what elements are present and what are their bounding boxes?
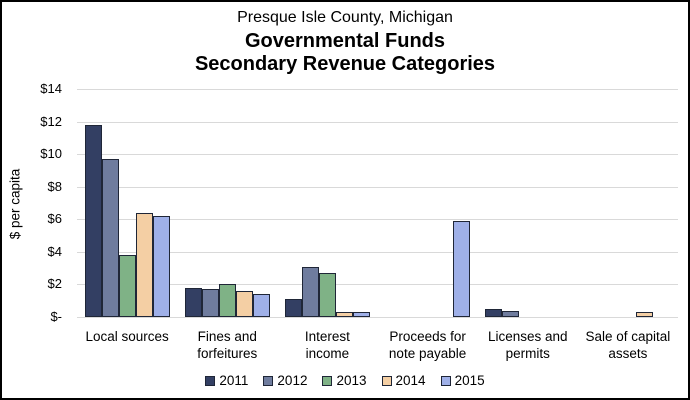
x-label-line: Licenses and (488, 329, 568, 344)
gridline-12 (77, 121, 678, 123)
bar-2015-proceeds-for-note-payable (453, 220, 471, 317)
bar-2011-licenses-and-permits (485, 308, 503, 317)
gridline-8 (77, 186, 678, 188)
legend: 2011 2012 2013 2014 2015 (2, 373, 688, 388)
x-label-licenses-and-permits: Licenses and permits (478, 328, 578, 362)
chart-title-line1: Governmental Funds (244, 30, 446, 53)
gridline-10 (77, 154, 678, 156)
legend-label-2013: 2013 (336, 373, 367, 388)
legend-label-2012: 2012 (277, 373, 308, 388)
x-label-line: income (305, 346, 350, 361)
y-tick-14: $14 (40, 81, 62, 96)
legend-item-2012: 2012 (263, 373, 307, 388)
gridline-6 (77, 219, 678, 221)
chart-subtitle: Presque Isle County, Michigan (237, 9, 453, 26)
bar-2013-fines-and-forfeitures (218, 284, 236, 317)
bar-2012-local-sources (101, 159, 119, 317)
x-label-line: Interest (304, 329, 350, 344)
legend-item-2011: 2011 (205, 373, 248, 388)
bar-2014-sale-of-capital-assets (636, 312, 654, 317)
x-label-fines-and-forfeitures: Fines and forfeitures (177, 328, 277, 362)
bar-2013-local-sources (118, 255, 136, 317)
bar-2015-fines-and-forfeitures (252, 294, 270, 317)
legend-item-2013: 2013 (322, 373, 367, 388)
chart-title-block: Presque Isle County, Michigan Government… (2, 9, 688, 76)
gridline-2 (77, 284, 678, 286)
bar-2012-interest-income (301, 266, 319, 317)
y-tick-0: $- (50, 309, 62, 324)
x-label-proceeds-for-note-payable: Proceeds for note payable (378, 328, 478, 362)
x-label-line: Proceeds for (389, 329, 466, 344)
y-tick-10: $10 (40, 146, 62, 162)
legend-label-2015: 2015 (454, 373, 485, 388)
bar-2011-fines-and-forfeitures (184, 287, 202, 317)
x-label-line: Local sources (85, 329, 169, 344)
y-tick-12: $12 (40, 113, 62, 129)
legend-item-2014: 2014 (381, 373, 426, 388)
bar-2012-licenses-and-permits (502, 310, 520, 317)
x-label-local-sources: Local sources (77, 328, 177, 345)
legend-swatch-2013 (322, 375, 333, 386)
gridline-0 (77, 317, 678, 318)
legend-swatch-2014 (381, 375, 392, 386)
bar-2014-interest-income (335, 312, 353, 317)
y-tick-8: $8 (47, 178, 62, 194)
legend-swatch-2015 (440, 375, 451, 386)
gridline-4 (77, 251, 678, 253)
x-label-line: Fines and (197, 329, 257, 344)
y-tick-2: $2 (47, 276, 62, 292)
y-tick-6: $6 (47, 211, 62, 227)
legend-swatch-2012 (263, 375, 274, 386)
legend-item-2015: 2015 (440, 373, 485, 388)
x-label-line: assets (608, 346, 648, 361)
x-label-sale-of-capital-assets: Sale of capital assets (578, 328, 678, 362)
y-tick-4: $4 (47, 243, 62, 259)
bar-2014-local-sources (135, 212, 153, 317)
bar-2011-local-sources (84, 124, 102, 317)
bar-2014-fines-and-forfeitures (235, 290, 253, 317)
bar-2011-interest-income (284, 299, 302, 317)
x-label-line: note payable (388, 346, 467, 361)
x-label-line: Sale of capital (585, 329, 671, 344)
bar-2015-local-sources (152, 216, 170, 317)
legend-label-2011: 2011 (219, 373, 249, 388)
gridline-14 (77, 89, 678, 90)
bar-2015-interest-income (352, 312, 370, 317)
legend-label-2014: 2014 (395, 373, 426, 388)
bar-2013-interest-income (318, 273, 336, 317)
x-label-line: forfeitures (197, 346, 258, 361)
bar-2012-fines-and-forfeitures (201, 289, 219, 317)
legend-swatch-2011 (205, 375, 216, 386)
x-label-interest-income: Interest income (277, 328, 377, 362)
x-label-line: permits (505, 346, 550, 361)
chart-title-line2: Secondary Revenue Categories (194, 53, 496, 76)
